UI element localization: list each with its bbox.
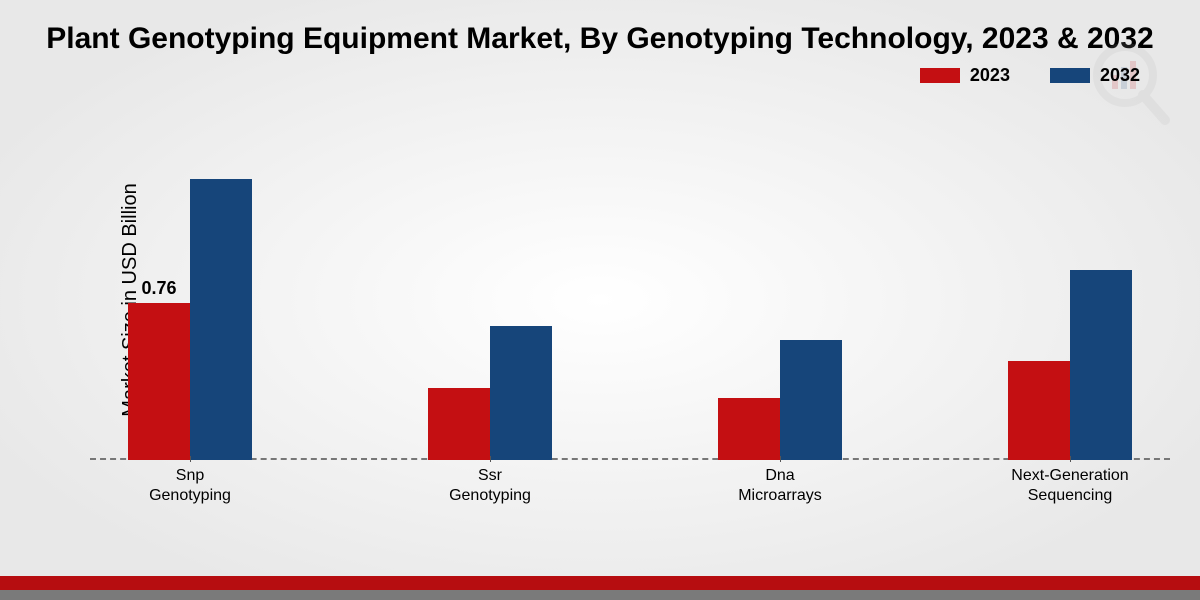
legend-item-2032: 2032 — [1050, 65, 1140, 86]
bar-2032 — [1070, 270, 1132, 460]
bar-2023 — [718, 398, 780, 460]
legend-swatch-2032 — [1050, 68, 1090, 83]
legend: 2023 2032 — [920, 65, 1140, 86]
category-label: Dna Microarrays — [738, 460, 822, 506]
footer-gray-bar — [0, 590, 1200, 600]
legend-label-2032: 2032 — [1100, 65, 1140, 86]
x-tick — [190, 456, 191, 462]
chart-title: Plant Genotyping Equipment Market, By Ge… — [0, 0, 1200, 56]
bar-pair — [970, 150, 1170, 460]
bar-pair — [90, 150, 290, 460]
category-group: 0.76Snp Genotyping — [90, 150, 290, 460]
x-tick — [780, 456, 781, 462]
footer-stripe — [0, 576, 1200, 600]
bar-2023 — [128, 303, 190, 460]
legend-label-2023: 2023 — [970, 65, 1010, 86]
legend-item-2023: 2023 — [920, 65, 1010, 86]
category-label: Ssr Genotyping — [449, 460, 531, 506]
bar-2032 — [780, 340, 842, 460]
x-tick — [1070, 456, 1071, 462]
bar-2023 — [1008, 361, 1070, 460]
bar-2032 — [490, 326, 552, 460]
bar-2023 — [428, 388, 490, 460]
category-group: Ssr Genotyping — [390, 150, 590, 460]
category-label: Next-Generation Sequencing — [1011, 460, 1128, 506]
category-group: Next-Generation Sequencing — [970, 150, 1170, 460]
bar-2032 — [190, 179, 252, 460]
footer-red-bar — [0, 576, 1200, 590]
x-tick — [490, 456, 491, 462]
bar-pair — [680, 150, 880, 460]
category-group: Dna Microarrays — [680, 150, 880, 460]
value-label: 0.76 — [141, 278, 176, 299]
category-label: Snp Genotyping — [149, 460, 231, 506]
bar-pair — [390, 150, 590, 460]
legend-swatch-2023 — [920, 68, 960, 83]
plot-area: 0.76Snp GenotypingSsr GenotypingDna Micr… — [90, 150, 1180, 510]
